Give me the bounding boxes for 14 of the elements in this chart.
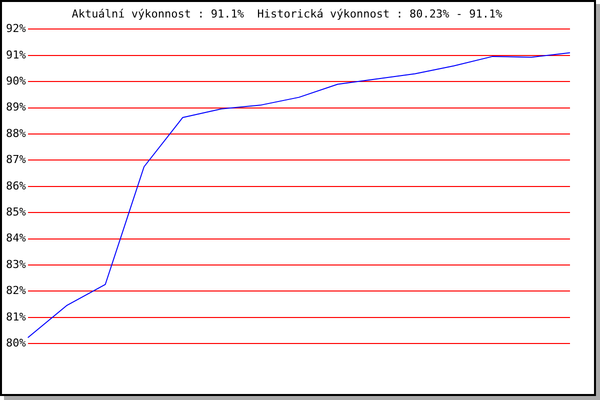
y-tick-label: 84% <box>6 232 26 245</box>
y-tick-label: 85% <box>6 205 26 218</box>
y-tick-label: 82% <box>6 284 26 298</box>
y-tick-label: 91% <box>6 48 26 62</box>
y-tick-label: 89% <box>6 100 26 114</box>
y-tick-label: 81% <box>6 310 26 324</box>
y-tick-label: 90% <box>6 74 26 88</box>
chart-title: Aktuální výkonnost : 91.1% Historická výkonnost : 80.23% - 91.1% <box>72 7 503 20</box>
y-tick-label: 92% <box>6 22 26 36</box>
y-tick-label: 86% <box>6 179 26 192</box>
y-tick-label: 83% <box>6 258 26 271</box>
y-tick-label: 80% <box>6 336 26 350</box>
y-tick-label: 88% <box>6 126 26 140</box>
y-tick-label: 87% <box>6 153 26 166</box>
